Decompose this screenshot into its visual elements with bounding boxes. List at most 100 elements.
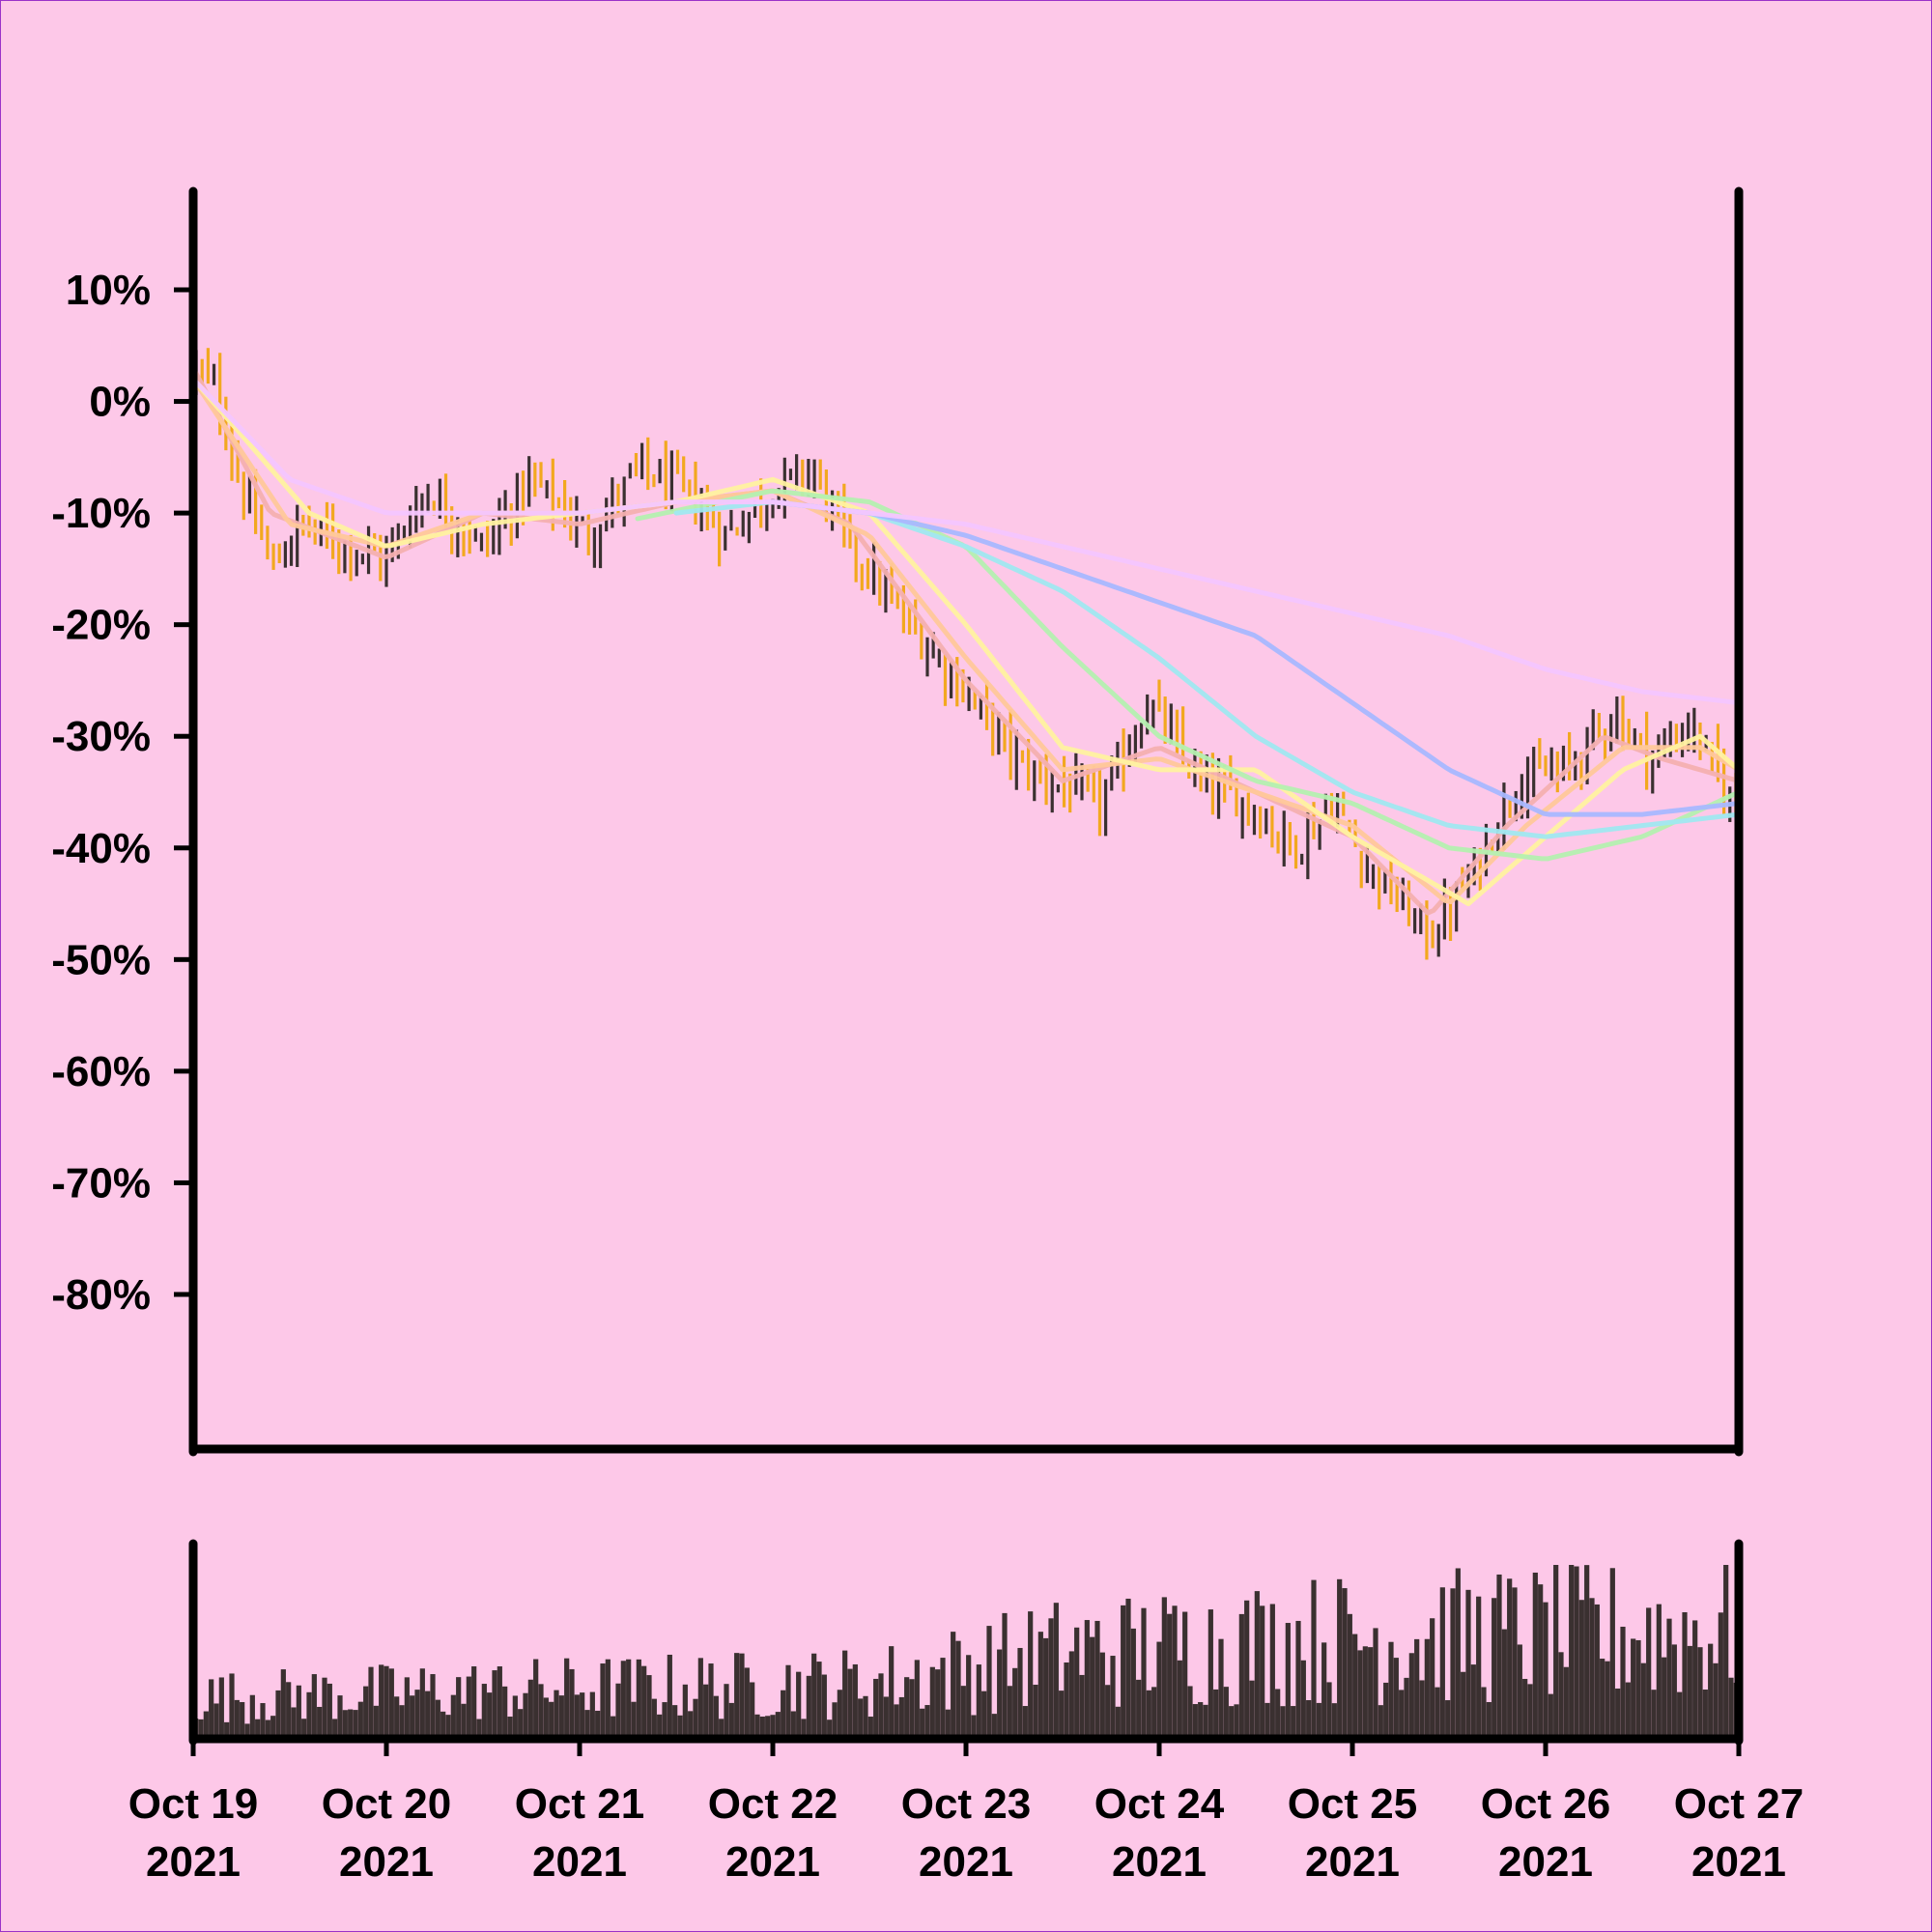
volume-bar [1507,1578,1513,1735]
volume-bar [1136,1679,1142,1735]
volume-bar [852,1663,858,1735]
volume-bar [1419,1680,1425,1735]
volume-bar [399,1705,405,1735]
volume-bar [1615,1688,1621,1735]
volume-bar [765,1716,771,1735]
volume-bar [976,1664,981,1735]
volume-bar [363,1686,369,1735]
volume-bar [1383,1682,1389,1735]
x-tick-label-date: Oct 24 [1094,1780,1225,1828]
volume-bar [646,1675,652,1735]
volume-bar [1167,1613,1173,1735]
volume-bar [410,1695,415,1735]
volume-bar [1068,1651,1074,1735]
volume-bar [719,1719,724,1735]
volume-bar [301,1719,307,1735]
volume-bar [240,1702,245,1735]
volume-bar [894,1704,899,1735]
volume-bar [806,1675,811,1735]
volume-bar [558,1695,564,1735]
volume-bar [1605,1661,1610,1735]
volume-bar [703,1684,709,1735]
x-tick-label-date: Oct 22 [708,1780,838,1828]
volume-bar [1532,1572,1538,1735]
volume-bar [1002,1612,1008,1735]
volume-bar [244,1723,250,1735]
volume-bar [1295,1620,1301,1735]
volume-bar [1651,1690,1657,1735]
volume-bar [229,1673,235,1735]
volume-bar [224,1721,230,1735]
volume-bar [1527,1684,1533,1735]
volume-bar [1697,1647,1703,1735]
y-tick-label: -60% [51,1048,151,1095]
volume-bar [724,1684,729,1735]
volume-bar [1012,1667,1018,1735]
volume-bar [620,1661,626,1735]
volume-bar [487,1692,493,1735]
volume-bar [1053,1603,1059,1735]
volume-bar [1146,1690,1151,1735]
volume-bar [1203,1704,1208,1735]
volume-bar [435,1699,440,1735]
volume-bar [379,1664,384,1735]
volume-bar [322,1677,327,1735]
volume-bar [1620,1626,1626,1735]
volume-bar [502,1686,508,1735]
volume-bar [306,1691,312,1735]
volume-bar [1450,1588,1456,1735]
volume-bar [368,1666,374,1735]
volume-bar [796,1671,802,1735]
volume-bar [543,1697,549,1735]
x-tick-label-date: Oct 23 [901,1780,1032,1828]
volume-bar [600,1663,606,1735]
volume-bar [1687,1645,1692,1735]
volume-bar [790,1711,796,1735]
volume-bar [1234,1704,1239,1735]
volume-bar [255,1719,261,1735]
x-tick-label-year: 2021 [1498,1838,1593,1886]
y-tick-label: -30% [51,713,151,760]
volume-bar [296,1685,301,1735]
volume-bar [1631,1638,1636,1735]
x-tick-label-year: 2021 [1691,1838,1786,1886]
volume-bar [1548,1693,1553,1735]
volume-bar [1656,1604,1662,1735]
volume-bar [940,1658,946,1735]
volume-bar [456,1677,462,1735]
volume-bar [1079,1674,1085,1735]
volume-bar [580,1692,585,1735]
volume-bar [615,1683,621,1735]
volume-panel: Oct 19 2021 Oct 20 2021 Oct 21 2021 Oct 22 2021… [128,1539,1804,1886]
volume-bar [873,1678,879,1735]
volume-bar [249,1694,255,1735]
volume-bar [1563,1666,1569,1735]
volume-bar [1569,1565,1575,1735]
volume-bar [713,1695,719,1735]
volume-bar [1538,1584,1544,1735]
volume-bar [1172,1605,1178,1735]
volume-bar [1357,1650,1363,1735]
volume-bar [419,1668,425,1735]
volume-bar [1574,1566,1579,1735]
volume-bar [213,1703,219,1735]
volume-bar [523,1692,528,1735]
volume-bar [1249,1680,1255,1735]
volume-bar [512,1695,518,1735]
volume-bar [981,1690,987,1735]
volume-bar [1059,1690,1065,1735]
volume-bar [811,1653,817,1735]
volume-bar [394,1696,400,1735]
volume-bar [1512,1587,1518,1735]
volume-bar [867,1717,873,1735]
volume-bar [775,1712,781,1735]
x-tick-label-date: Oct 27 [1674,1780,1804,1828]
y-tick-label: -70% [51,1159,151,1207]
volume-bar [1260,1605,1265,1735]
y-tick-label: -50% [51,936,151,983]
y-tick-label: 10% [66,267,151,314]
volume-bar [440,1711,446,1735]
x-tick-label-year: 2021 [919,1838,1013,1886]
y-tick-label: -80% [51,1271,151,1319]
volume-bar [1424,1638,1430,1735]
